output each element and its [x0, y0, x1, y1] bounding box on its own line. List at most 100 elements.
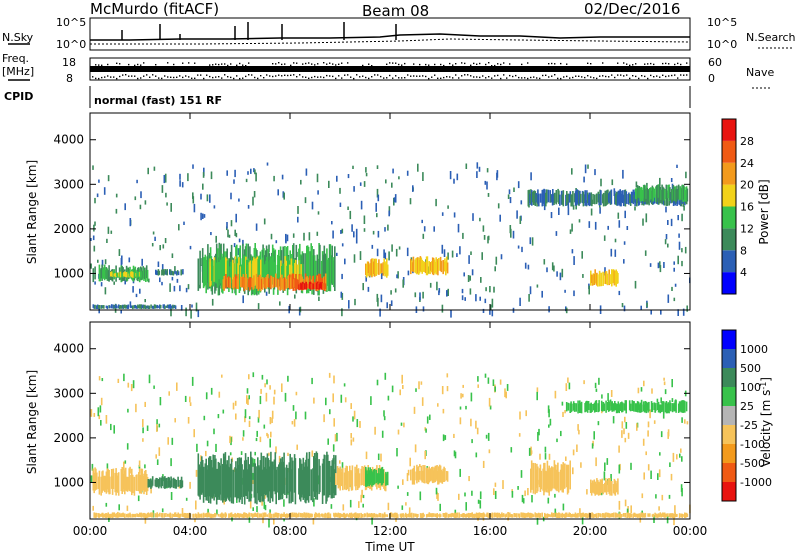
scatter-cell [350, 439, 353, 446]
scatter-cell [193, 203, 196, 213]
scatter-cell [343, 383, 346, 387]
scatter-cell [313, 498, 315, 507]
scatter-cell [610, 390, 613, 397]
scatter-cell [155, 454, 157, 459]
scatter-cell [604, 462, 606, 471]
scatter-cell [190, 309, 192, 319]
scatter-cell [197, 309, 200, 318]
scatter-cell [531, 495, 533, 503]
scatter-cell [584, 164, 587, 174]
scatter-cell [536, 391, 538, 401]
scatter-cell [561, 268, 564, 278]
scatter-cell [192, 192, 194, 199]
scatter-cell [401, 505, 404, 510]
scatter-cell [650, 309, 652, 315]
scatter-cell [486, 168, 489, 173]
scatter-cell [237, 248, 240, 255]
scatter-cell [396, 448, 398, 457]
scatter-cell [134, 196, 137, 201]
scatter-cell [571, 249, 574, 254]
scatter-cell [487, 377, 490, 384]
scatter-cell [246, 395, 248, 404]
scatter-cell [264, 383, 266, 388]
scatter-cell [536, 387, 539, 393]
scatter-cell [643, 380, 645, 387]
scatter-cell [571, 223, 573, 232]
scatter-cell [444, 435, 447, 440]
scatter-cell [363, 181, 366, 187]
scatter-cell [223, 498, 225, 505]
scatter-cell [317, 211, 320, 215]
scatter-cell [556, 271, 558, 277]
scatter-cell [349, 499, 352, 508]
scatter-cell [453, 433, 455, 438]
scatter-cell [333, 375, 335, 384]
scatter-cell [168, 391, 170, 396]
scatter-cell [610, 474, 612, 482]
scatter-cell [607, 225, 609, 230]
scatter-cell [312, 518, 315, 525]
nsky-spikes [121, 22, 397, 40]
scatter-cell [130, 384, 133, 392]
scatter-cell [124, 203, 126, 211]
scatter-cell [248, 395, 250, 400]
scatter-cell [395, 517, 397, 522]
scatter-cell [200, 193, 202, 200]
scatter-cell [380, 273, 383, 280]
scatter-cell [447, 252, 449, 260]
scatter-cell [90, 475, 93, 483]
colorbar-tick: 1000 [740, 343, 768, 356]
scatter-cell [328, 180, 330, 188]
scatter-cell [464, 297, 466, 301]
time-axis-title: Time UT [364, 540, 415, 554]
colorbar-swatch [722, 444, 736, 463]
scatter-cell [659, 452, 661, 456]
scatter-cell [92, 235, 95, 241]
scatter-cell [159, 277, 161, 283]
scatter-cell [383, 249, 385, 259]
scatter-cell [578, 429, 580, 435]
scatter-cell [642, 438, 645, 446]
scatter-cell [388, 206, 391, 215]
scatter-cell [634, 206, 636, 211]
data-patch [565, 400, 688, 414]
scatter-cell [295, 391, 298, 396]
scatter-cell [266, 379, 268, 385]
scatter-cell [110, 423, 112, 431]
y-tick-label: 1000 [53, 475, 84, 489]
scatter-cell [435, 198, 437, 207]
scatter-cell [683, 205, 685, 211]
scatter-cell [625, 422, 628, 429]
cpid-label: CPID [4, 90, 33, 103]
scatter-cell [461, 288, 464, 294]
scatter-cell [383, 416, 386, 421]
nave-dots [92, 62, 688, 80]
scatter-cell [406, 170, 409, 176]
scatter-cell [238, 238, 241, 243]
scatter-cell [181, 182, 184, 188]
y-tick-label: 1000 [53, 266, 84, 280]
scatter-cell [674, 505, 676, 514]
scatter-cell [173, 285, 176, 292]
scatter-cell [161, 281, 163, 286]
data-patch [410, 256, 449, 276]
scatter-cell [233, 179, 235, 184]
scatter-cell [377, 194, 380, 202]
scatter-cell [210, 171, 213, 180]
velocity-ylabel: Slant Range [km] [25, 370, 39, 474]
scatter-cell [554, 508, 557, 517]
scatter-cell [191, 376, 194, 386]
scatter-cell [402, 279, 404, 288]
scatter-cell [318, 296, 320, 301]
scatter-cell [492, 379, 495, 386]
scatter-cell [476, 171, 478, 178]
scatter-cell [560, 430, 562, 437]
scatter-cell [265, 291, 268, 296]
scatter-cell [645, 213, 648, 223]
scatter-cell [670, 178, 673, 183]
scatter-cell [509, 197, 512, 204]
scatter-cell [356, 419, 359, 428]
scatter-cell [405, 502, 407, 506]
time-tick-label: 00:00 [673, 524, 708, 538]
scatter-cell [667, 294, 670, 303]
